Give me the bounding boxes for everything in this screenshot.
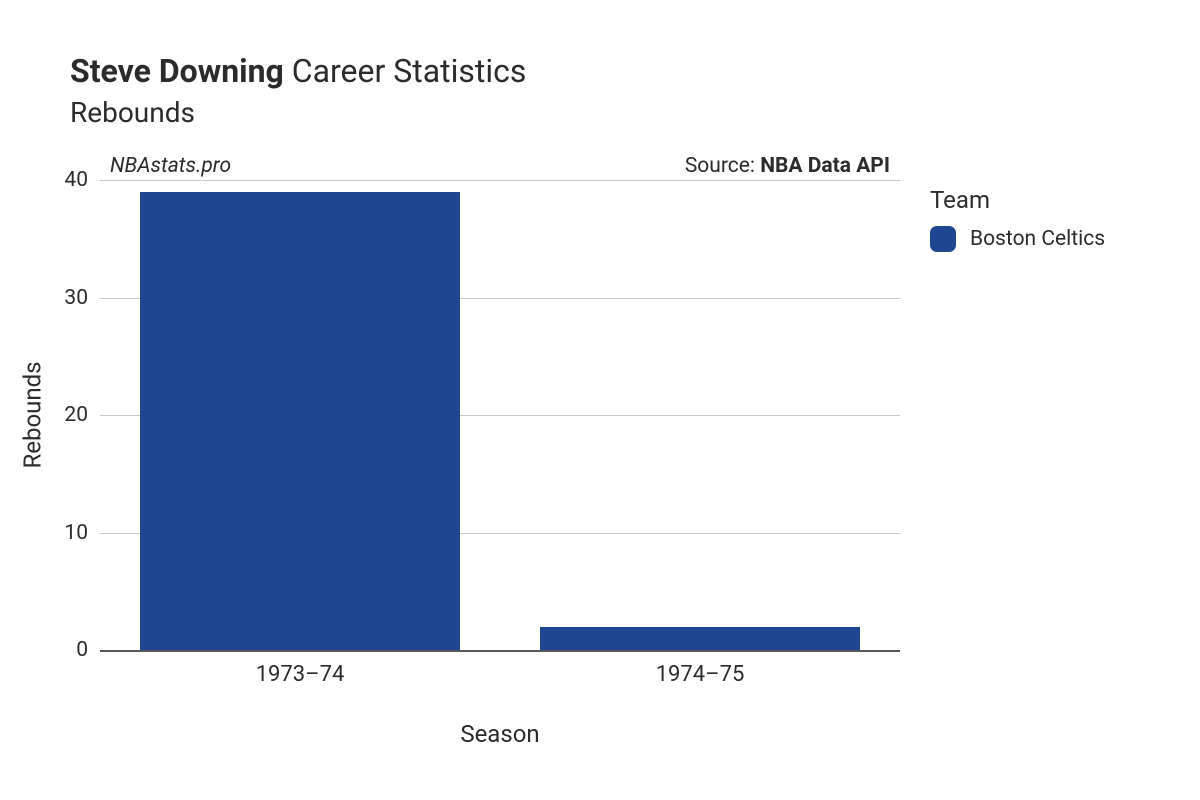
source-label: Source:	[685, 154, 760, 178]
chart-title: Steve Downing Career Statistics	[70, 52, 526, 90]
bar	[540, 627, 860, 651]
x-tick-label: 1973–74	[256, 662, 345, 687]
x-tick-label: 1974–75	[656, 662, 745, 687]
watermark-text: NBAstats.pro	[110, 154, 231, 178]
chart-container: Steve Downing Career Statistics Rebounds…	[0, 0, 1200, 800]
y-tick-label: 10	[28, 521, 88, 545]
chart-subtitle: Rebounds	[70, 96, 195, 129]
legend-label: Boston Celtics	[970, 227, 1105, 251]
title-player-name: Steve Downing	[70, 52, 284, 90]
y-tick-label: 0	[28, 638, 88, 662]
y-tick-label: 30	[28, 286, 88, 310]
legend: Team Boston Celtics	[930, 186, 1105, 252]
y-tick-label: 40	[28, 168, 88, 192]
y-tick-label: 20	[28, 403, 88, 427]
title-rest: Career Statistics	[284, 52, 527, 90]
legend-title: Team	[930, 186, 1105, 214]
bar	[140, 192, 460, 650]
x-axis-label: Season	[100, 720, 900, 748]
source-attribution: Source: NBA Data API	[685, 154, 890, 178]
legend-swatch	[930, 226, 956, 252]
plot-area: 0102030401973–741974–75	[100, 180, 900, 650]
baseline	[100, 650, 900, 652]
gridline	[100, 180, 900, 181]
legend-item: Boston Celtics	[930, 226, 1105, 252]
source-name: NBA Data API	[760, 154, 890, 178]
